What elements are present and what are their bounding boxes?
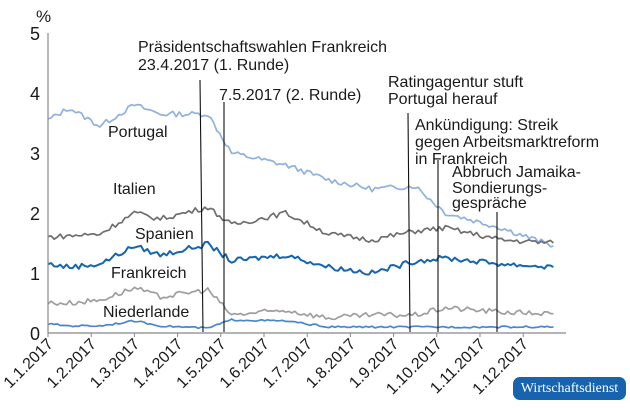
y-tick-label: 5 <box>30 24 40 44</box>
y-unit-label: % <box>36 7 51 26</box>
series-line-italien <box>47 206 554 245</box>
label-spanien: Spanien <box>135 226 194 243</box>
source-logo: Wirtschaftsdienst <box>513 377 626 400</box>
annotation-lines <box>199 79 498 333</box>
annotation-election-2: 7.5.2017 (2. Runde) <box>219 87 361 104</box>
annotation-jamaika-line3: gespräche <box>452 195 527 212</box>
y-tick-label: 1 <box>30 264 40 284</box>
label-portugal: Portugal <box>108 124 168 141</box>
x-ticks: 1.1.20171.2.20171.3.20171.4.20171.5.2017… <box>1 333 532 398</box>
series-line-niederlande <box>47 318 554 330</box>
annotation-rating-line1: Ratingagentur stuft <box>388 74 524 91</box>
series-line-spanien <box>47 240 554 276</box>
annotation-strike-line2: gegen Arbeitsmarktreform <box>415 134 599 151</box>
annotation-election-1-line2: 23.4.2017 (1. Runde) <box>138 57 289 74</box>
label-niederlande: Niederlande <box>103 304 189 321</box>
annotation-strike-line1: Ankündigung: Streik <box>415 117 559 134</box>
annotation-rating-line2: Portugal herauf <box>388 91 498 108</box>
annotation-strike-line3: in Frankreich <box>415 151 507 168</box>
annotation-jamaika-line1: Abbruch Jamaika- <box>452 164 581 181</box>
series-line-frankreich <box>47 286 554 321</box>
label-frankreich: Frankreich <box>111 265 187 282</box>
y-ticks: 0 1 2 3 4 5 <box>30 24 40 344</box>
y-tick-label: 2 <box>30 204 40 224</box>
label-italien: Italien <box>113 181 156 198</box>
y-tick-label: 4 <box>30 84 40 104</box>
annotation-election-1-line1: Präsidentschaftswahlen Frankreich <box>138 39 387 56</box>
series-line-portugal <box>47 103 554 248</box>
annotation-jamaika-line2: Sondierungs- <box>452 180 547 197</box>
y-tick-label: 3 <box>30 144 40 164</box>
series-layer <box>47 103 554 330</box>
y-tick-label: 0 <box>30 324 40 344</box>
